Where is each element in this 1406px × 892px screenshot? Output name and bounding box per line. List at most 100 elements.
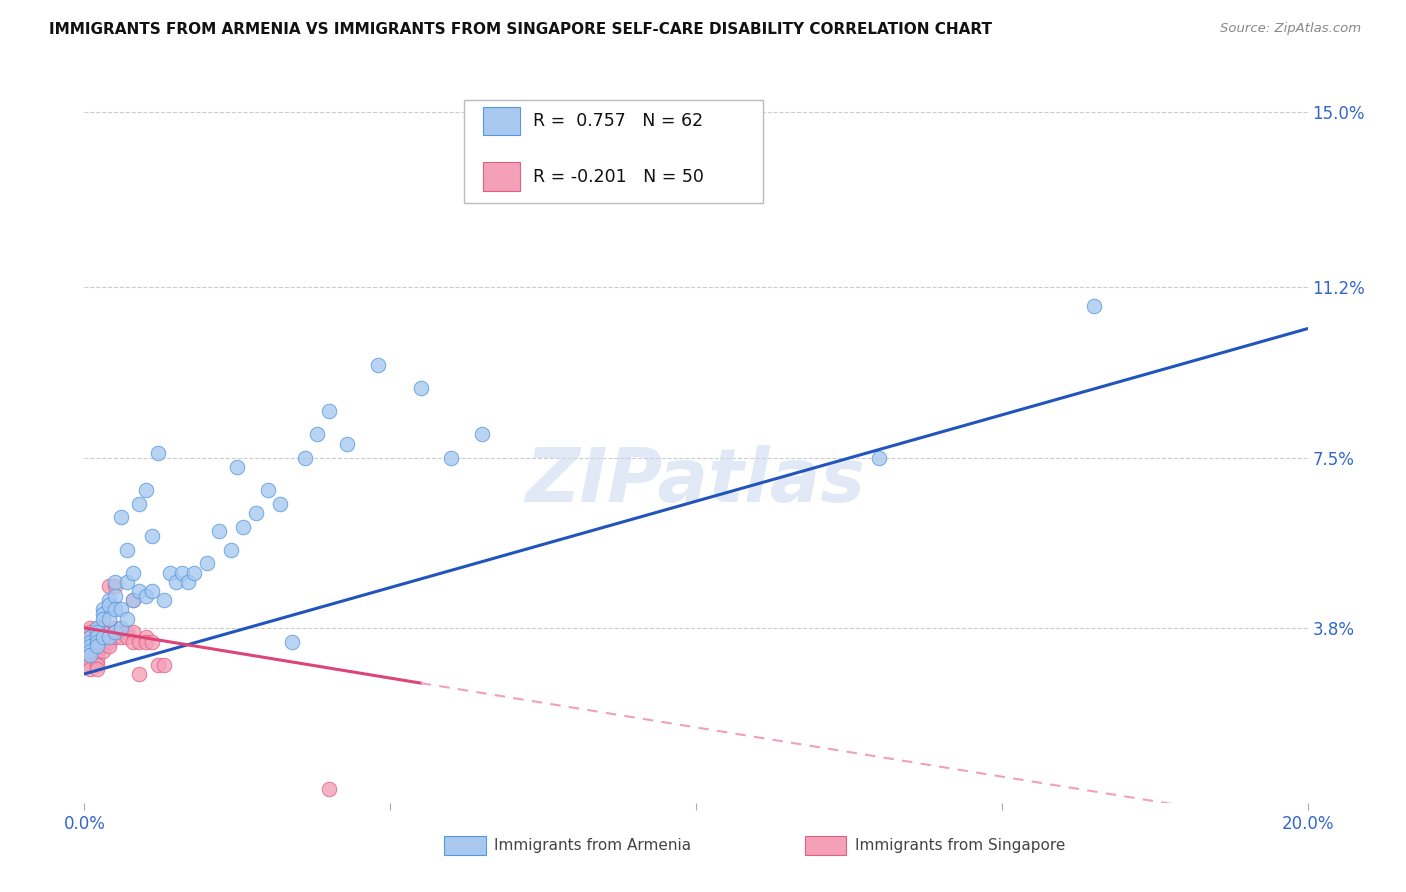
Point <box>79 640 101 654</box>
Point <box>79 662 101 676</box>
Point <box>141 529 163 543</box>
Point <box>79 653 101 667</box>
Point <box>1083 299 1105 313</box>
Point <box>86 625 108 640</box>
Point <box>86 648 108 663</box>
Point <box>86 644 108 658</box>
Point <box>122 625 145 640</box>
Point <box>122 634 145 648</box>
Point <box>146 446 169 460</box>
Point <box>97 593 120 607</box>
Point <box>79 634 101 648</box>
Point <box>128 584 150 599</box>
Point <box>79 630 101 644</box>
Point <box>86 621 108 635</box>
Point <box>110 625 132 640</box>
Point <box>318 404 340 418</box>
Point <box>232 519 254 533</box>
Point <box>97 612 120 626</box>
Point <box>257 483 280 497</box>
Point <box>86 630 108 644</box>
Point <box>128 634 150 648</box>
Point <box>91 621 114 635</box>
Point <box>104 630 127 644</box>
Point <box>440 450 463 465</box>
Point <box>91 630 114 644</box>
Point <box>128 497 150 511</box>
Point <box>110 602 132 616</box>
Point <box>91 634 114 648</box>
Point <box>115 542 138 557</box>
Point <box>153 657 176 672</box>
Point <box>104 602 127 616</box>
Point <box>86 640 108 654</box>
Point <box>91 625 114 640</box>
Point <box>208 524 231 538</box>
Point <box>104 625 127 640</box>
Point <box>245 506 267 520</box>
Point <box>91 602 114 616</box>
Point <box>336 436 359 450</box>
Point <box>79 644 101 658</box>
Point <box>79 630 101 644</box>
Text: R =  0.757   N = 62: R = 0.757 N = 62 <box>533 112 703 130</box>
Point <box>86 621 108 635</box>
Point <box>110 510 132 524</box>
Text: Source: ZipAtlas.com: Source: ZipAtlas.com <box>1220 22 1361 36</box>
Point <box>86 640 108 654</box>
Point <box>294 450 316 465</box>
Point <box>141 584 163 599</box>
Point <box>86 634 108 648</box>
Point <box>104 579 127 593</box>
Point <box>86 653 108 667</box>
Point <box>269 497 291 511</box>
Point <box>115 574 138 589</box>
Point <box>195 557 218 571</box>
Point <box>305 427 328 442</box>
Point <box>177 574 200 589</box>
Point <box>97 579 120 593</box>
Point <box>86 662 108 676</box>
Point <box>141 634 163 648</box>
Point <box>97 640 120 654</box>
Point <box>110 621 132 635</box>
Point <box>79 648 101 663</box>
Point <box>172 566 194 580</box>
Point <box>226 459 249 474</box>
Point <box>91 612 114 626</box>
Point <box>146 657 169 672</box>
Point <box>79 634 101 648</box>
Point <box>122 593 145 607</box>
Point <box>367 359 389 373</box>
FancyBboxPatch shape <box>464 100 763 203</box>
Point <box>153 593 176 607</box>
Point <box>128 666 150 681</box>
Point <box>86 657 108 672</box>
Point <box>79 644 101 658</box>
Point <box>409 381 432 395</box>
Point <box>115 630 138 644</box>
Point <box>91 640 114 654</box>
FancyBboxPatch shape <box>444 836 485 855</box>
Point <box>79 648 101 663</box>
Point <box>104 625 127 640</box>
Point <box>91 607 114 621</box>
Text: IMMIGRANTS FROM ARMENIA VS IMMIGRANTS FROM SINGAPORE SELF-CARE DISABILITY CORREL: IMMIGRANTS FROM ARMENIA VS IMMIGRANTS FR… <box>49 22 993 37</box>
Point <box>79 621 101 635</box>
Point <box>281 634 304 648</box>
Point <box>165 574 187 589</box>
Point <box>471 427 494 442</box>
Point <box>219 542 242 557</box>
Point <box>86 630 108 644</box>
Point <box>79 657 101 672</box>
Point <box>104 621 127 635</box>
Point <box>122 566 145 580</box>
Point <box>91 630 114 644</box>
FancyBboxPatch shape <box>804 836 846 855</box>
Point <box>79 640 101 654</box>
Point <box>869 450 891 465</box>
Point <box>86 625 108 640</box>
Point <box>115 612 138 626</box>
Text: Immigrants from Singapore: Immigrants from Singapore <box>855 838 1066 853</box>
Point <box>79 625 101 640</box>
